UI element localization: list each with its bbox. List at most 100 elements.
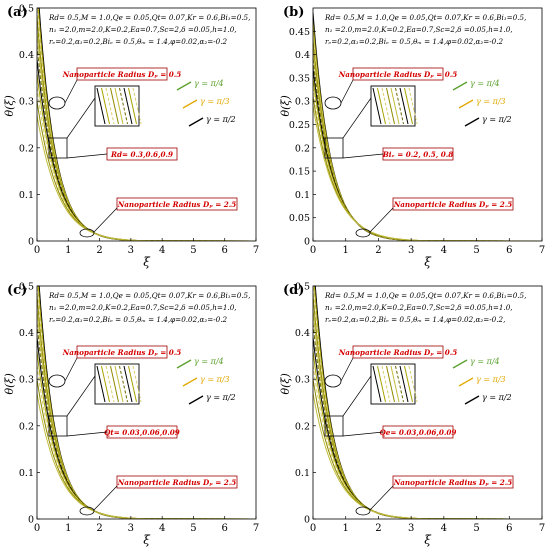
- annotation-np_small: Nanoparticle Radius Dₚ = 0.5: [338, 67, 457, 81]
- inset-curve: [123, 365, 133, 403]
- axes-frame: [36, 7, 257, 242]
- x-tick-label: 4: [441, 523, 447, 534]
- legend-label: γ = π/4: [470, 357, 500, 366]
- inset-curve: [381, 365, 391, 403]
- x-tick-label: 2: [375, 245, 381, 256]
- zoom-box: [324, 137, 344, 159]
- y-tick-label: 0.4: [295, 328, 310, 339]
- legend-swatch: [458, 99, 474, 109]
- x-tick-label: 6: [506, 245, 512, 256]
- leader-line: [342, 375, 372, 417]
- param-text: rₑ=0.2,α₁=0.2,Biₑ = 0.5,θₘ = 1.4,φ=0.02,…: [49, 37, 228, 46]
- annotation-np_small: Nanoparticle Radius Dₚ = 0.5: [338, 345, 458, 359]
- leader-line: [93, 485, 118, 511]
- inset-curve: [128, 365, 137, 403]
- ellipse-marker: [324, 374, 342, 388]
- inset-curve: [128, 87, 137, 125]
- x-tick-label: 0: [34, 523, 40, 534]
- legend: γ = π/4 γ = π/3 γ = π/2: [452, 79, 512, 127]
- inset-curve: [404, 87, 413, 125]
- y-tick-label: 0.3: [295, 97, 310, 108]
- inset-curve: [119, 87, 128, 125]
- legend-label: γ = π/2: [482, 393, 512, 402]
- annotation-box: [392, 197, 514, 211]
- curve-line: [37, 393, 256, 519]
- leader-line: [369, 207, 394, 233]
- y-tick-label: 0.2: [295, 143, 310, 154]
- leader-line: [369, 485, 394, 511]
- x-tick-label: 5: [190, 245, 196, 256]
- inset-curve: [105, 87, 115, 125]
- panel-label: (c): [7, 283, 27, 298]
- x-tick-label: 3: [128, 245, 134, 256]
- chart-panel-a: 0 1 2 3 4 5 6 7 0 0.1 0.2 0.3 0.4 0.5 ξ θ(ξ) (a) Rd= 0.5,…: [3, 4, 259, 270]
- annotation-varied: Qe= 0.03,0.06,0.09: [380, 425, 456, 439]
- x-tick-label: 1: [343, 523, 349, 534]
- inset-curve: [96, 365, 106, 403]
- x-tick-label: 7: [253, 245, 259, 256]
- annotation-box: [76, 345, 168, 359]
- legend-label: γ = π/2: [482, 115, 512, 124]
- x-tick-label: 7: [539, 523, 545, 534]
- inset-zoom: [94, 363, 142, 405]
- inset-curve: [119, 365, 128, 403]
- legend-swatch: [188, 395, 204, 405]
- zoom-box: [48, 137, 68, 159]
- param-text: n₁ =2.0,m=2.0,K=0.2,Ea=0.7,Sc=2,δ =0.05,…: [325, 303, 513, 312]
- param-text: Rd= 0.5,M = 1.0,Qe = 0.05,Qt= 0.07,Kr = …: [48, 291, 250, 300]
- axes-frame: [312, 285, 543, 520]
- y-tick-label: 0.2: [19, 421, 34, 432]
- inset-zoom: [94, 85, 142, 127]
- panel-label: (d): [283, 283, 304, 298]
- x-tick-label: 7: [253, 523, 259, 534]
- curve-line: [37, 115, 256, 241]
- legend: γ = π/4 γ = π/3 γ = π/2: [452, 357, 512, 405]
- leader-line: [342, 153, 384, 159]
- ellipse-marker: [324, 96, 342, 110]
- y-tick-label: 0.4: [295, 50, 310, 61]
- annotation-np_large: Nanoparticle Radius Dₚ = 2.5: [392, 197, 514, 211]
- legend-swatch: [176, 359, 192, 369]
- annotation-text: Nanoparticle Radius Dₚ = 2.5: [393, 478, 513, 487]
- x-tick-label: 0: [310, 245, 316, 256]
- y-tick-label: 0.1: [295, 190, 310, 201]
- inset-curve: [386, 87, 395, 125]
- param-text: n₁ =2.0,m=2.0,K=0.2,Ea=0.7,Sc=2,δ =0.05,…: [325, 25, 513, 34]
- y-tick-label: 0.4: [19, 50, 34, 61]
- legend-swatch: [452, 359, 468, 369]
- y-tick-label: 0.1: [295, 468, 310, 479]
- inset-curve: [114, 365, 124, 403]
- annotation-np_small: Nanoparticle Radius Dₚ = 0.5: [62, 67, 181, 81]
- annotation-box: [392, 475, 514, 489]
- inset-curve: [390, 365, 400, 403]
- annotation-text: Nanoparticle Radius Dₚ = 0.5: [338, 348, 458, 357]
- curve-line: [313, 105, 542, 241]
- ellipse-marker: [355, 506, 371, 516]
- ellipse-marker: [79, 228, 95, 238]
- inset-curve: [101, 87, 110, 125]
- panel-label: (b): [283, 5, 304, 20]
- curve-line: [37, 87, 256, 241]
- y-tick-label: 0: [28, 515, 34, 526]
- annotation-varied: Biₑ = 0.2, 0.5, 0.8: [382, 147, 454, 161]
- legend-swatch: [188, 117, 204, 127]
- x-tick-label: 7: [539, 245, 545, 256]
- curves: [313, 12, 542, 241]
- inset-curve: [110, 365, 119, 403]
- legend-label: γ = π/3: [476, 375, 506, 384]
- curves: [37, 286, 256, 519]
- y-tick-label: 0.35: [289, 73, 310, 84]
- ellipse-marker: [79, 506, 95, 516]
- inset-curve: [110, 87, 119, 125]
- curves: [37, 8, 256, 241]
- legend-swatch: [458, 377, 474, 387]
- legend-label: γ = π/2: [206, 115, 236, 124]
- param-text: n₁ =2.0,m=2.0,K=0.2,Ea=0.7,Sc=2,δ =0.05,…: [49, 303, 237, 312]
- legend-label: γ = π/2: [206, 393, 236, 402]
- x-tick-label: 2: [375, 523, 381, 534]
- leader-line: [66, 431, 108, 437]
- inset-curve: [395, 87, 404, 125]
- x-tick-label: 5: [190, 523, 196, 534]
- legend-label: γ = π/3: [200, 97, 230, 106]
- y-tick-label: 0: [28, 237, 34, 248]
